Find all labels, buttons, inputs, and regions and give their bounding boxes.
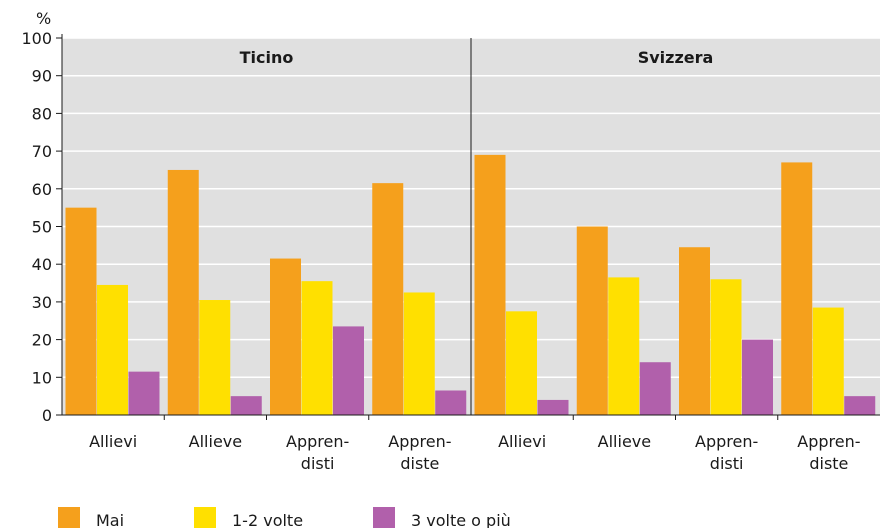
bar <box>301 281 333 415</box>
bar <box>710 279 742 415</box>
bar <box>230 396 262 415</box>
panel-title: Svizzera <box>638 48 714 67</box>
x-category-label: Appren-diste <box>388 432 451 473</box>
x-category-label-line: Allievi <box>89 432 137 451</box>
x-category-label: Appren-disti <box>695 432 758 473</box>
panel-title: Ticino <box>240 48 294 67</box>
x-category-label-line: Appren- <box>797 432 860 451</box>
x-category-label-line: diste <box>809 454 848 473</box>
bar <box>844 396 876 415</box>
bar <box>576 226 608 415</box>
bar <box>199 300 231 415</box>
bar <box>537 399 569 415</box>
x-category-label-line: Appren- <box>388 432 451 451</box>
x-category-label: Allieve <box>598 432 651 451</box>
y-tick-label: 60 <box>32 180 52 199</box>
y-tick-label: 10 <box>32 368 52 387</box>
y-tick-label: 40 <box>32 255 52 274</box>
bar <box>742 339 773 415</box>
x-category-label-line: disti <box>301 454 335 473</box>
y-tick-label: 70 <box>32 142 52 161</box>
bar <box>506 311 537 415</box>
bar <box>474 154 506 415</box>
bar <box>608 277 640 415</box>
x-category-label-line: Appren- <box>695 432 758 451</box>
y-tick-label: 80 <box>32 104 52 123</box>
x-category-label-line: Allieve <box>598 432 651 451</box>
legend-swatch <box>373 507 395 528</box>
x-axis-labels: Allievi Allieve Appren-distiAppren-disteAl… <box>89 415 861 473</box>
bars <box>65 154 876 415</box>
y-axis-unit-label: % <box>36 9 51 28</box>
x-category-label-line: Allievi <box>498 432 546 451</box>
x-category-label: Appren-disti <box>286 432 349 473</box>
bar <box>167 169 199 415</box>
x-category-label: Allievi <box>498 432 546 451</box>
bar <box>333 326 364 415</box>
bar <box>128 371 160 415</box>
x-category-label-line: diste <box>400 454 439 473</box>
bar <box>403 292 435 415</box>
x-category-label: Allieve <box>189 432 242 451</box>
legend-swatch <box>58 507 80 528</box>
x-category-label-line: Allieve <box>189 432 242 451</box>
bar <box>270 258 301 415</box>
y-axis-ticks: 0 10 20 30 40 50 60 70 80 90 100 <box>21 29 62 425</box>
y-tick-label: 0 <box>42 406 52 425</box>
legend-label: Mai <box>96 511 124 528</box>
x-category-label: Allievi <box>89 432 137 451</box>
panel-titles: Ticino Svizzera <box>240 48 714 67</box>
y-tick-label: 20 <box>32 331 52 350</box>
y-tick-label: 90 <box>32 67 52 86</box>
x-category-label-line: Appren- <box>286 432 349 451</box>
bar <box>372 183 404 415</box>
y-tick-label: 30 <box>32 293 52 312</box>
y-tick-label: 100 <box>21 29 52 48</box>
legend: Mai 1-2 volte 3 volte o più <box>58 507 511 528</box>
bar <box>812 307 844 415</box>
legend-label: 3 volte o più <box>411 511 511 528</box>
bar <box>679 247 710 415</box>
axes <box>61 34 880 416</box>
x-category-label-line: disti <box>710 454 744 473</box>
bar <box>639 362 671 415</box>
legend-swatch <box>194 507 216 528</box>
bar <box>65 207 97 415</box>
bar <box>781 162 813 415</box>
bar <box>97 284 128 415</box>
x-category-label: Appren-diste <box>797 432 860 473</box>
y-tick-label: 50 <box>32 218 52 237</box>
bar <box>435 390 467 415</box>
legend-label: 1-2 volte <box>232 511 303 528</box>
